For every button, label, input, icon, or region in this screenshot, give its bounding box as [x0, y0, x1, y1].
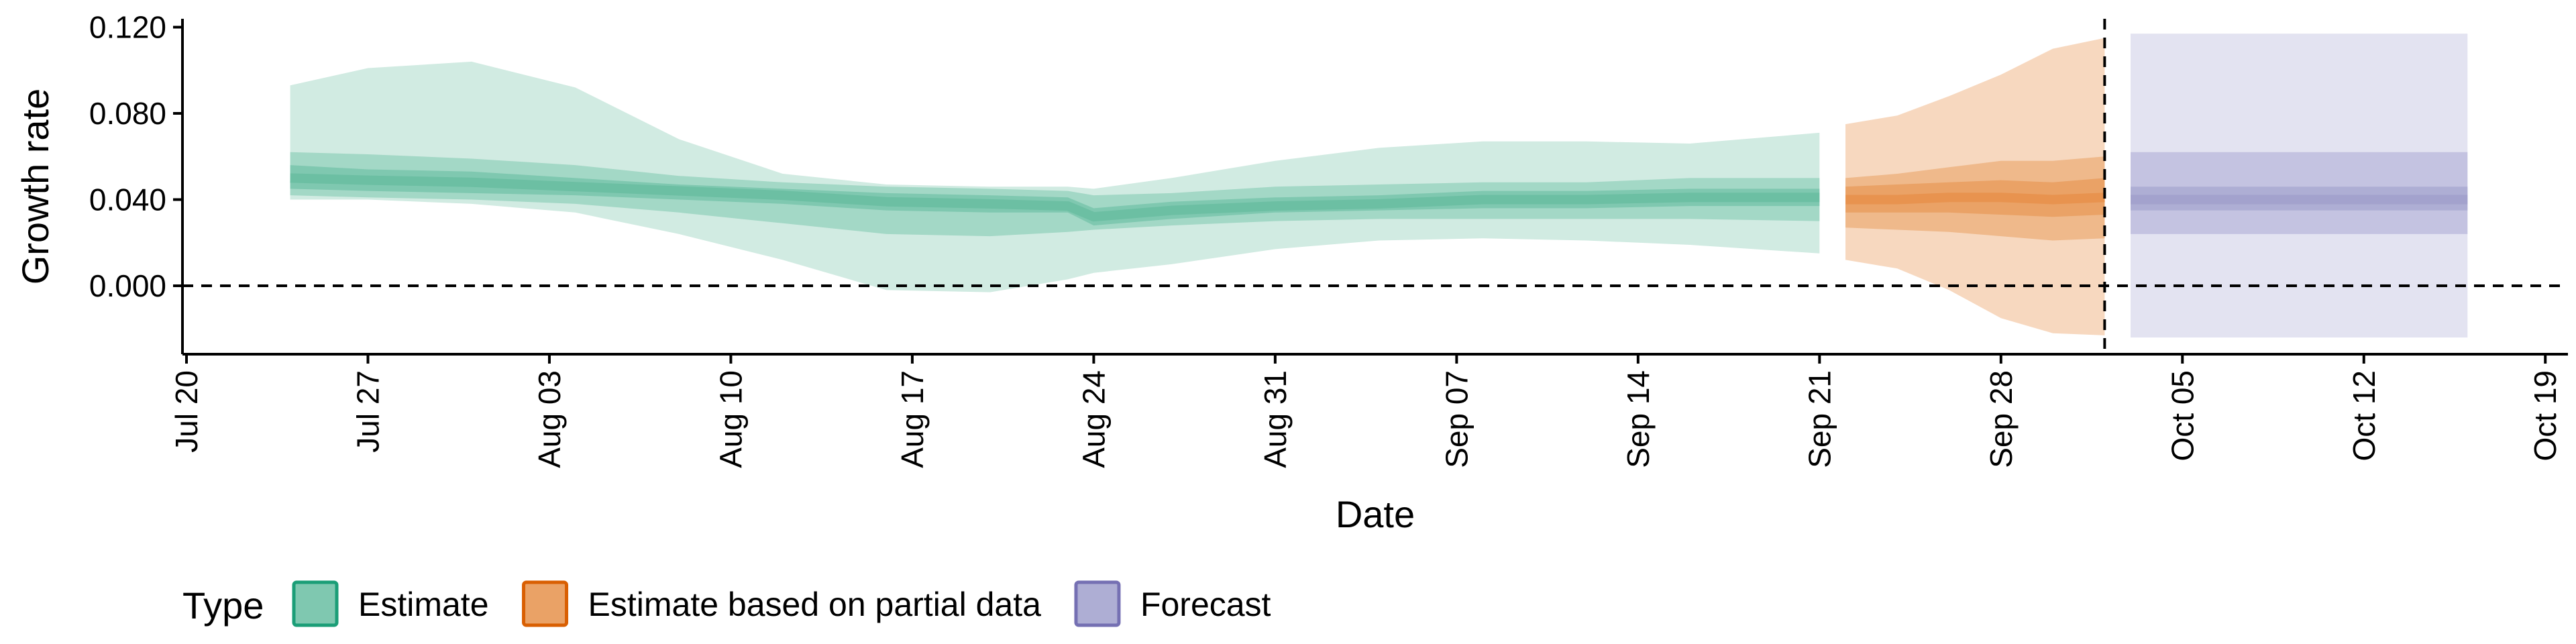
- x-tick-label: Sep 21: [1802, 370, 1837, 468]
- x-tick-label: Aug 10: [713, 370, 748, 468]
- median-line: [1845, 193, 2105, 205]
- y-tick-label: 0.080: [89, 96, 166, 131]
- x-tick-label: Sep 14: [1621, 370, 1656, 468]
- legend-swatch: [292, 580, 339, 627]
- median-line: [290, 173, 1820, 222]
- uncertainty-bands: [290, 34, 2468, 338]
- legend-title: Type: [182, 584, 264, 627]
- y-tick-label: 0.120: [89, 10, 166, 45]
- legend-entry-2: Forecast: [1074, 580, 1271, 627]
- legend: Type Estimate Estimate based on partial d…: [182, 580, 1271, 627]
- series-0: [290, 61, 1820, 292]
- band-95: [290, 61, 1820, 292]
- x-tick-label: Aug 17: [895, 370, 930, 468]
- series-2: [2131, 34, 2468, 338]
- legend-label: Forecast: [1140, 586, 1271, 623]
- y-tick-label: 0.000: [89, 268, 166, 303]
- y-axis-title: Growth rate: [14, 89, 56, 285]
- x-tick-label: Oct 05: [2165, 370, 2200, 462]
- axes: [181, 19, 2568, 356]
- series-1: [1845, 38, 2105, 335]
- x-tick-label: Sep 28: [1984, 370, 2019, 468]
- reference-lines: [182, 19, 2568, 354]
- x-axis-title: Date: [1336, 493, 1415, 535]
- x-tick-label: Sep 07: [1439, 370, 1474, 468]
- x-tick-label: Oct 12: [2347, 370, 2381, 462]
- x-tick-label: Jul 27: [351, 370, 386, 453]
- y-tick-label: 0.040: [89, 182, 166, 217]
- legend-label: Estimate: [358, 586, 489, 623]
- legend-swatch: [522, 580, 569, 627]
- x-tick-label: Aug 03: [532, 370, 567, 468]
- x-tick-label: Aug 24: [1076, 370, 1111, 468]
- legend-swatch: [1074, 580, 1121, 627]
- x-tick-label: Oct 19: [2528, 370, 2563, 462]
- legend-label: Estimate based on partial data: [588, 586, 1042, 623]
- x-axis-ticks: Jul 20 Jul 27 Aug 03 Aug 10 Aug 17 Aug 24 Aug …: [169, 354, 2563, 468]
- y-axis-ticks: 0.000 0.040 0.080 0.120: [89, 10, 182, 303]
- legend-entry-1: Estimate based on partial data: [522, 580, 1042, 627]
- legend-entry-0: Estimate: [292, 580, 489, 627]
- x-tick-label: Jul 20: [169, 370, 204, 453]
- band-90: [290, 152, 1820, 237]
- x-tick-label: Aug 31: [1258, 370, 1293, 468]
